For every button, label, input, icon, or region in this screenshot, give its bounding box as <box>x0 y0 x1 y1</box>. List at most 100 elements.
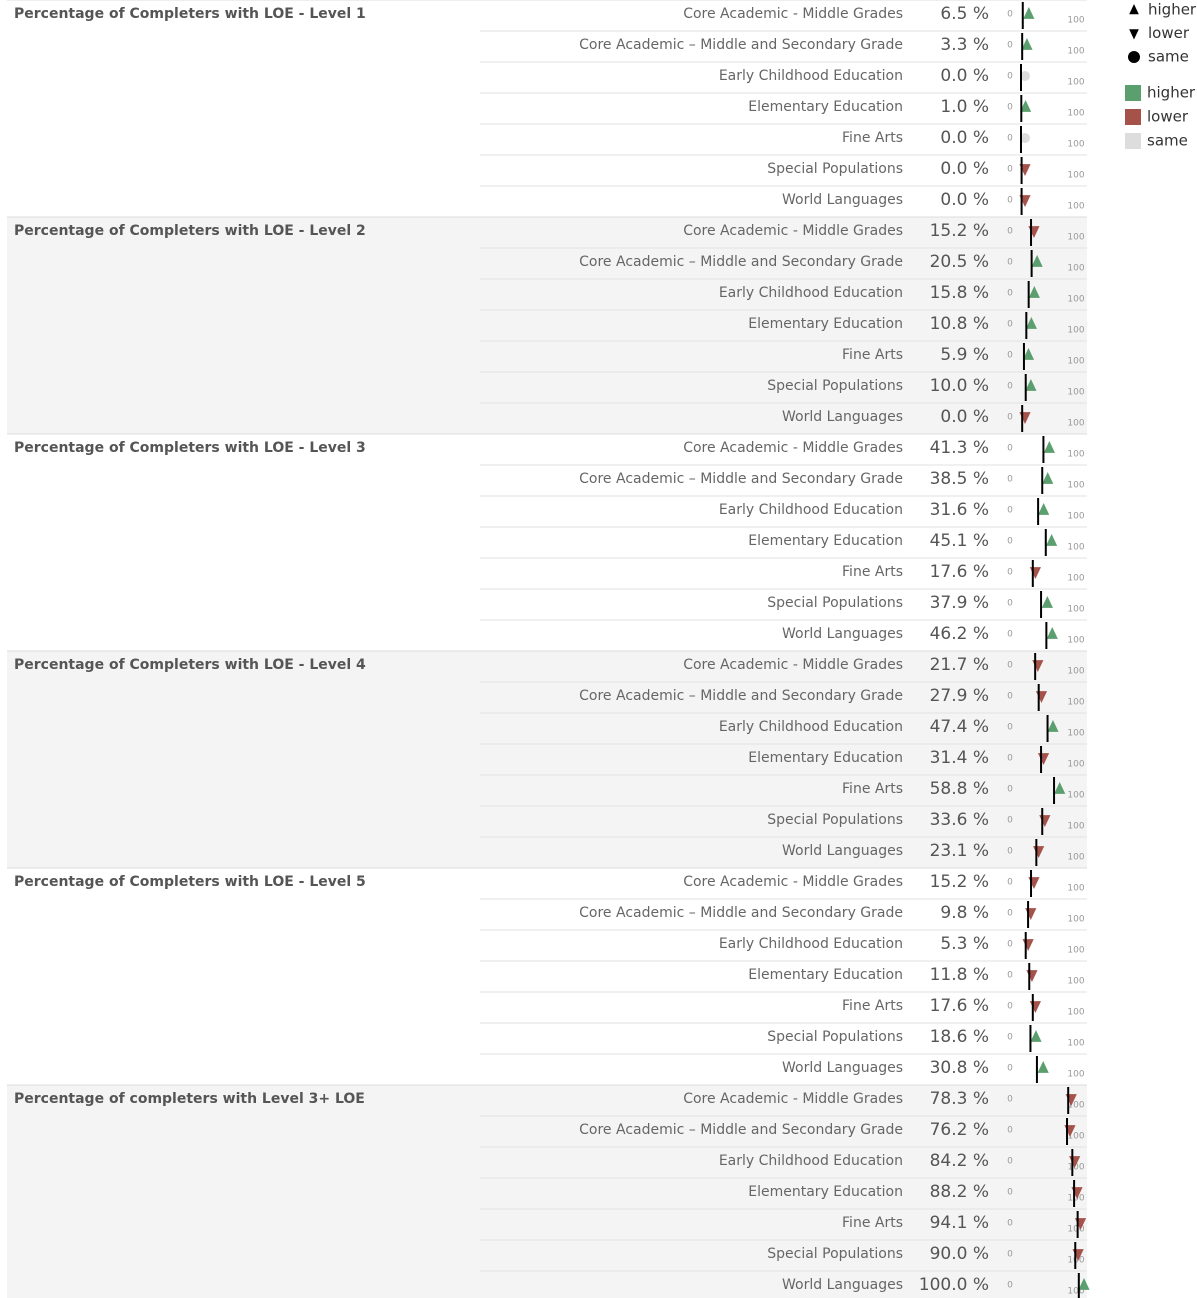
value-label: 27.9 % <box>930 686 989 706</box>
group-background <box>7 217 1087 434</box>
range-min: 0 <box>1007 1219 1013 1229</box>
range-min: 0 <box>1007 847 1013 857</box>
range-min: 0 <box>1007 382 1013 392</box>
value-marker <box>1047 720 1059 732</box>
range-min: 0 <box>1007 754 1013 764</box>
legend-label: higher <box>1148 1 1197 19</box>
range-min: 0 <box>1007 816 1013 826</box>
category: Core Academic - Middle Grades <box>683 223 903 239</box>
range-max: 100 <box>1067 1225 1084 1235</box>
range-max: 100 <box>1067 47 1084 57</box>
range-max: 100 <box>1067 357 1084 367</box>
range-max: 100 <box>1067 1101 1084 1111</box>
value-label: 76.2 % <box>930 1120 989 1140</box>
range-min: 0 <box>1007 506 1013 516</box>
value-label: 37.9 % <box>930 593 989 613</box>
group-background <box>7 0 1087 217</box>
range-max: 100 <box>1067 481 1084 491</box>
value-label: 47.4 % <box>930 717 989 737</box>
range-min: 0 <box>1007 444 1013 454</box>
category: Special Populations <box>767 378 903 394</box>
value-marker <box>1078 1278 1090 1290</box>
range-min: 0 <box>1007 196 1013 206</box>
value-label: 100.0 % <box>919 1275 989 1295</box>
value-label: 78.3 % <box>930 1089 989 1109</box>
range-max: 100 <box>1067 915 1084 925</box>
category: Elementary Education <box>748 967 903 983</box>
category: Early Childhood Education <box>719 719 903 735</box>
value-label: 21.7 % <box>930 655 989 675</box>
category: Fine Arts <box>842 564 903 580</box>
group-background <box>7 651 1087 868</box>
range-max: 100 <box>1067 574 1084 584</box>
range-min: 0 <box>1007 785 1013 795</box>
range-min: 0 <box>1007 1281 1013 1291</box>
category: Fine Arts <box>842 1215 903 1231</box>
range-min: 0 <box>1007 351 1013 361</box>
value-marker <box>1041 596 1053 608</box>
category: Special Populations <box>767 161 903 177</box>
range-max: 100 <box>1067 388 1084 398</box>
group-title: Percentage of Completers with LOE - Leve… <box>14 440 366 456</box>
value-label: 1.0 % <box>940 97 989 117</box>
value-label: 18.6 % <box>930 1027 989 1047</box>
category: World Languages <box>782 192 903 208</box>
category: World Languages <box>782 1277 903 1293</box>
range-max: 100 <box>1067 1039 1084 1049</box>
value-label: 23.1 % <box>930 841 989 861</box>
range-max: 100 <box>1067 853 1084 863</box>
range-min: 0 <box>1007 568 1013 578</box>
value-label: 0.0 % <box>940 190 989 210</box>
value-marker <box>1046 534 1058 546</box>
value-marker <box>1028 286 1040 298</box>
value-label: 45.1 % <box>930 531 989 551</box>
range-min: 0 <box>1007 413 1013 423</box>
value-marker <box>1020 133 1030 143</box>
category: Core Academic - Middle Grades <box>683 6 903 22</box>
category: Core Academic – Middle and Secondary Gra… <box>579 905 903 921</box>
value-marker <box>1022 348 1035 360</box>
group-background <box>7 1085 1087 1298</box>
legend-swatch <box>1125 109 1141 125</box>
range-max: 100 <box>1067 791 1084 801</box>
range-min: 0 <box>1007 134 1013 144</box>
range-max: 100 <box>1067 450 1084 460</box>
value-label: 88.2 % <box>930 1182 989 1202</box>
range-max: 100 <box>1067 171 1084 181</box>
category: Core Academic – Middle and Secondary Gra… <box>579 1122 903 1138</box>
range-min: 0 <box>1007 320 1013 330</box>
range-max: 100 <box>1067 698 1084 708</box>
range-min: 0 <box>1007 1002 1013 1012</box>
range-min: 0 <box>1007 10 1013 20</box>
value-label: 38.5 % <box>930 469 989 489</box>
group-title: Percentage of Completers with LOE - Leve… <box>14 223 366 239</box>
range-max: 100 <box>1067 884 1084 894</box>
category: Early Childhood Education <box>719 936 903 952</box>
value-label: 46.2 % <box>930 624 989 644</box>
range-max: 100 <box>1067 326 1084 336</box>
value-marker <box>1043 441 1055 453</box>
value-label: 5.9 % <box>940 345 989 365</box>
range-max: 100 <box>1067 977 1084 987</box>
range-min: 0 <box>1007 227 1013 237</box>
legend-label: same <box>1148 48 1189 66</box>
value-label: 0.0 % <box>940 407 989 427</box>
category: Special Populations <box>767 812 903 828</box>
category: Special Populations <box>767 595 903 611</box>
range-min: 0 <box>1007 630 1013 640</box>
value-marker <box>1046 627 1058 639</box>
range-max: 100 <box>1067 1194 1084 1204</box>
value-label: 84.2 % <box>930 1151 989 1171</box>
value-marker <box>1042 472 1054 484</box>
value-marker <box>1025 379 1037 391</box>
category: Elementary Education <box>748 99 903 115</box>
range-max: 100 <box>1067 1008 1084 1018</box>
value-marker <box>1031 255 1043 267</box>
value-label: 30.8 % <box>930 1058 989 1078</box>
value-label: 5.3 % <box>940 934 989 954</box>
value-label: 90.0 % <box>930 1244 989 1264</box>
range-min: 0 <box>1007 692 1013 702</box>
value-label: 33.6 % <box>930 810 989 830</box>
range-max: 100 <box>1067 233 1084 243</box>
category: Elementary Education <box>748 750 903 766</box>
